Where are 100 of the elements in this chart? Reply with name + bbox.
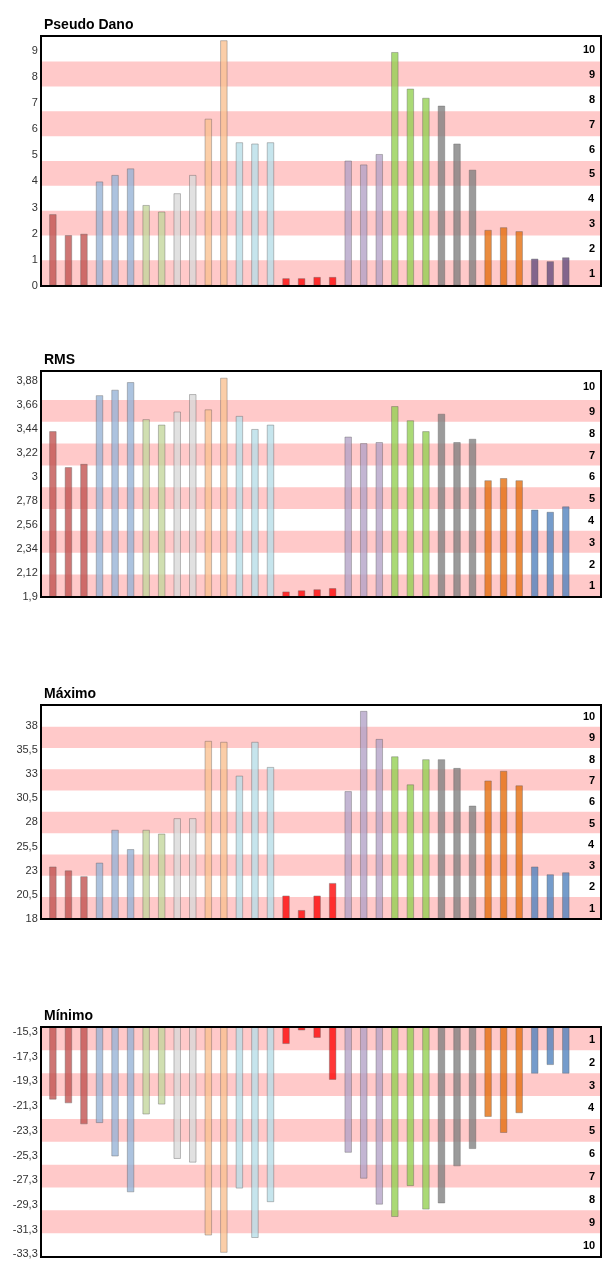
- y-tick-label: 33: [25, 767, 38, 780]
- bar: [453, 143, 461, 286]
- y-tick-label: -33,3: [12, 1247, 38, 1260]
- band-label: 7: [589, 449, 596, 461]
- band-label: 7: [589, 774, 596, 786]
- text: 8: [589, 93, 596, 105]
- band-label: 5: [589, 492, 596, 504]
- band-label: 9: [589, 405, 596, 417]
- y-tick-label: 4: [31, 174, 38, 187]
- text: 4: [588, 192, 595, 204]
- y-tick-label: 25,5: [16, 839, 38, 852]
- bar: [282, 278, 290, 286]
- text: 6: [589, 470, 596, 482]
- y-tick-label: 7: [31, 96, 38, 109]
- chart-title: Mínimo: [44, 1007, 93, 1023]
- bar: [204, 118, 212, 286]
- text: 10: [583, 1239, 596, 1251]
- band-label: 7: [589, 118, 596, 130]
- band-label: 3: [589, 859, 596, 871]
- bar: [266, 142, 275, 286]
- text: 4: [588, 1101, 595, 1113]
- y-tick-label: 20,5: [16, 887, 38, 900]
- y-tick-label: -17,3: [12, 1049, 38, 1062]
- bar: [406, 88, 414, 286]
- y-tick-label: 2,78: [16, 494, 38, 507]
- bar: [360, 164, 368, 286]
- bar: [173, 193, 181, 286]
- band-label: 9: [589, 1216, 596, 1228]
- y-tick-label: 5: [31, 148, 38, 161]
- y-tick-label: 1: [31, 252, 38, 265]
- band-label: 9: [589, 68, 596, 80]
- bar: [391, 52, 399, 286]
- band-label: 5: [589, 817, 596, 829]
- y-tick-label: 35,5: [16, 742, 38, 755]
- text: 6: [589, 795, 596, 807]
- text: 2: [589, 880, 596, 892]
- bar: [158, 211, 166, 286]
- text: 8: [589, 427, 596, 439]
- y-tick-label: -15,3: [12, 1025, 38, 1038]
- y-tick-label: 3,88: [16, 374, 38, 387]
- y-tick-label: 23: [25, 863, 38, 876]
- y-tick-label: -27,3: [12, 1173, 38, 1186]
- bar: [95, 181, 104, 286]
- band-label: 9: [589, 731, 596, 743]
- text: 8: [589, 753, 596, 765]
- y-tick-label: -31,3: [12, 1222, 38, 1235]
- y-tick-label: 2,34: [16, 542, 38, 555]
- bar: [546, 261, 554, 286]
- bar: [298, 278, 306, 286]
- band-label: 3: [589, 217, 596, 229]
- bar: [189, 175, 197, 286]
- text: 10: [583, 43, 596, 55]
- y-tick-label: 28: [25, 815, 38, 828]
- y-tick-label: 3: [31, 200, 38, 213]
- text: 4: [588, 514, 595, 526]
- y-tick-label: 9: [31, 43, 38, 56]
- bar: [329, 277, 337, 286]
- text: 2: [589, 242, 596, 254]
- y-tick-label: -23,3: [12, 1123, 38, 1136]
- band-label: 5: [589, 167, 596, 179]
- bar: [49, 214, 57, 286]
- band-label: 3: [589, 1079, 596, 1091]
- band-label: 1: [589, 267, 596, 279]
- y-tick-label: 3,44: [16, 422, 38, 435]
- y-tick-label: 6: [31, 122, 38, 135]
- y-tick-label: 3,22: [16, 446, 38, 459]
- y-tick-label: -21,3: [12, 1099, 38, 1112]
- chart-title: Máximo: [44, 685, 97, 701]
- y-tick-label: 2,56: [16, 518, 38, 531]
- bar: [313, 277, 321, 286]
- bar: [500, 227, 508, 286]
- text: 6: [589, 1147, 596, 1159]
- y-tick-label: -29,3: [12, 1198, 38, 1211]
- y-tick-label: -19,3: [12, 1074, 38, 1087]
- bar: [80, 233, 88, 286]
- bar: [375, 154, 383, 286]
- band-label: 1: [589, 1033, 596, 1045]
- bar: [484, 229, 492, 286]
- y-tick-label: 38: [25, 718, 38, 731]
- bar: [344, 160, 352, 286]
- bar: [220, 40, 228, 286]
- band-label: 7: [589, 1170, 596, 1182]
- band-label: 3: [589, 536, 596, 548]
- text: 2: [589, 1056, 596, 1068]
- y-tick-label: 30,5: [16, 791, 38, 804]
- chart-title: Pseudo Dano: [44, 16, 134, 32]
- bar: [422, 97, 430, 286]
- band-label: 5: [589, 1124, 596, 1136]
- bar: [515, 231, 523, 286]
- text: 4: [588, 838, 595, 850]
- bar: [235, 142, 243, 286]
- chart-title: RMS: [44, 351, 76, 367]
- text: 8: [589, 1193, 596, 1205]
- bar: [251, 143, 259, 286]
- y-tick-label: 18: [25, 912, 38, 925]
- y-tick-label: 1,9: [22, 590, 38, 603]
- bar: [111, 175, 119, 286]
- y-tick-label: 8: [31, 69, 38, 82]
- y-tick-label: 3,66: [16, 398, 38, 411]
- bar: [127, 168, 135, 286]
